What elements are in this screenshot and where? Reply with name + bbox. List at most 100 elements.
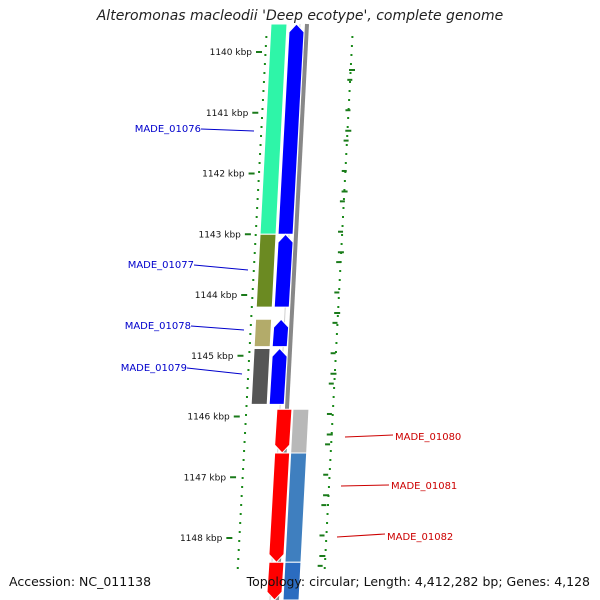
gene-arrow-made_01076[interactable] [277, 23, 305, 235]
ring-dot [237, 549, 240, 551]
ring-dot [347, 117, 350, 119]
ring-dot [334, 351, 337, 353]
ring-dot [260, 135, 263, 137]
gene-arrow-made_01078[interactable] [271, 318, 290, 348]
tick-label: 1147 kbp [184, 473, 227, 483]
map-title: Alteromonas macleodii 'Deep ecotype', co… [96, 8, 504, 24]
ring-dot [240, 504, 243, 506]
ring-dot [244, 432, 247, 434]
ring-dot [342, 207, 345, 209]
ring-dot [246, 387, 249, 389]
ring-dot [239, 513, 242, 515]
ring-dot [338, 288, 341, 290]
ring-dot [345, 144, 348, 146]
cog-bar-made_01077[interactable] [255, 233, 277, 308]
ring-dot [261, 99, 264, 101]
ring-dot [242, 468, 245, 470]
gene-arrow-made_01082[interactable] [266, 561, 285, 600]
ring-dot [343, 189, 346, 191]
ring-dot [328, 468, 331, 470]
cog-bar-made_01078[interactable] [253, 318, 273, 348]
ring-dot [238, 531, 241, 533]
gene-leader-line [336, 533, 386, 538]
ring-dot [250, 315, 253, 317]
ring-dot [253, 261, 256, 263]
ring-dot [241, 477, 244, 479]
gene-arrow-made_01080[interactable] [274, 408, 293, 454]
ring-dot [237, 558, 240, 560]
ring-dot [240, 495, 243, 497]
tick-label: 1142 kbp [202, 170, 245, 180]
ring-dot [327, 486, 330, 488]
ring-dot [259, 153, 262, 155]
gene-leader-line [186, 367, 243, 375]
ring-dot [328, 477, 331, 479]
ring-dot [264, 54, 267, 56]
gene-label-made_01079[interactable]: MADE_01079 [121, 363, 187, 374]
gene-label-made_01078[interactable]: MADE_01078 [125, 321, 191, 332]
ring-dot [260, 126, 263, 128]
gene-arrow-made_01079[interactable] [268, 347, 288, 405]
tick-label: 1146 kbp [187, 413, 230, 423]
gene-label-made_01076[interactable]: MADE_01076 [135, 124, 201, 135]
ring-dot [342, 198, 345, 200]
ring-dot [255, 216, 258, 218]
ring-dot [246, 378, 249, 380]
ring-dot [254, 243, 257, 245]
topology-text: Topology: circular; Length: 4,412,282 bp… [246, 574, 590, 589]
ring-dot [336, 324, 339, 326]
ring-dot [324, 558, 327, 560]
ring-dot [326, 513, 329, 515]
ring-dot [324, 549, 327, 551]
ring-dot [255, 225, 258, 227]
ring-dot [253, 252, 256, 254]
ring-dot [325, 540, 328, 542]
ring-dot [331, 414, 334, 416]
gene-leader-line [344, 434, 394, 438]
tick-label: 1145 kbp [191, 352, 234, 362]
ring-dot [348, 90, 351, 92]
ring-dot [338, 279, 341, 281]
ring-dot [349, 63, 352, 65]
ring-dot [248, 342, 251, 344]
ring-dot [349, 81, 352, 83]
ring-dot [342, 216, 344, 218]
ring-dot [238, 540, 241, 542]
ring-dot [245, 396, 248, 398]
cog-bar-made_01079[interactable] [250, 347, 271, 405]
gene-arrow-made_01077[interactable] [273, 233, 294, 308]
gene-label-made_01080[interactable]: MADE_01080 [395, 432, 461, 443]
ring-dot [345, 153, 348, 155]
ring-dot [335, 342, 338, 344]
ring-dot [258, 162, 261, 164]
ring-dot [250, 306, 253, 308]
ring-dot [262, 90, 265, 92]
gene-arrow-made_01081[interactable] [268, 452, 291, 564]
gene-label-made_01077[interactable]: MADE_01077 [128, 260, 194, 271]
ring-dot [251, 288, 254, 290]
cog-bar-made_01080[interactable] [290, 408, 310, 454]
ring-dot [341, 234, 344, 236]
tick-label: 1144 kbp [195, 291, 238, 301]
ring-dot [346, 126, 349, 128]
ring-dot [333, 378, 336, 380]
ring-dot [332, 396, 335, 398]
ring-dot [347, 108, 350, 110]
ring-dot [258, 171, 261, 173]
accession-text: Accession: NC_011138 [9, 574, 152, 589]
ring-dot [346, 135, 349, 137]
cog-bar-made_01082[interactable] [282, 561, 302, 600]
ring-dot [330, 432, 333, 434]
tick-label: 1143 kbp [198, 230, 241, 240]
ring-dot [325, 531, 328, 533]
gene-label-made_01082[interactable]: MADE_01082 [387, 532, 453, 543]
ring-dot [257, 189, 260, 191]
ring-dot [243, 441, 246, 443]
ring-dot [239, 522, 242, 524]
ring-dot [329, 459, 332, 461]
ring-dot [254, 234, 257, 236]
ring-dot [264, 45, 267, 47]
ring-dot [339, 270, 342, 272]
gene-label-made_01081[interactable]: MADE_01081 [391, 481, 457, 492]
